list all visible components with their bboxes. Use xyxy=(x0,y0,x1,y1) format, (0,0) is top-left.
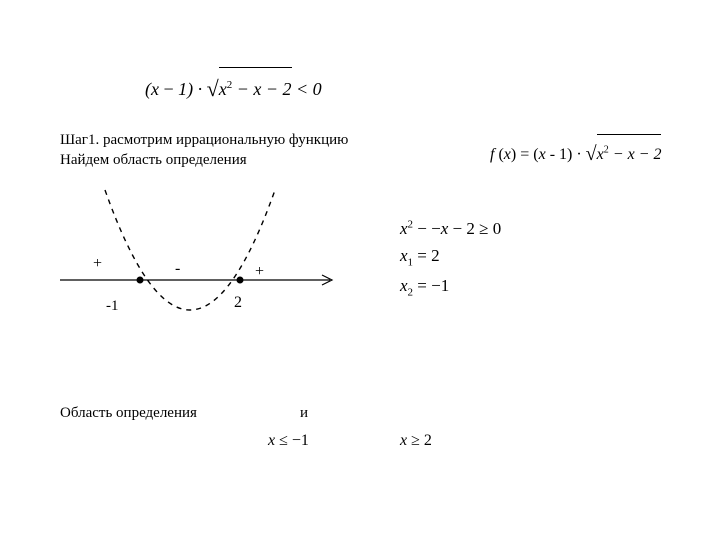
root-point-left xyxy=(137,277,144,284)
sign-plus-left: + xyxy=(93,255,102,273)
domain-connector: и xyxy=(300,405,308,422)
parabola-dashed xyxy=(105,190,275,310)
domain-right-ineq: x ≥ 2 xyxy=(400,432,432,450)
root-point-right xyxy=(237,277,244,284)
sign-minus: - xyxy=(175,260,180,278)
root-label-left: -1 xyxy=(106,298,119,315)
sign-chart xyxy=(0,0,720,540)
domain-left-ineq: x ≤ −1 xyxy=(268,432,309,450)
domain-label: Область определения xyxy=(60,405,197,422)
sign-plus-right: + xyxy=(255,263,264,281)
root-label-right: 2 xyxy=(234,294,242,312)
